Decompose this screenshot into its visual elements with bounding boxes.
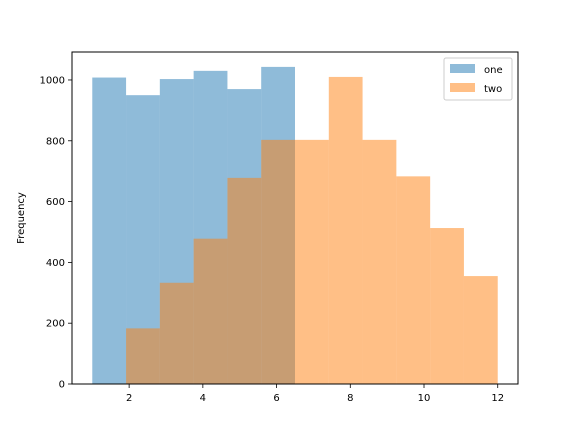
x-tick-label-6: 6 (273, 393, 279, 404)
y-tick-label-400: 400 (46, 258, 65, 269)
bar-two-8 (396, 176, 431, 384)
bar-two-7 (362, 139, 397, 384)
bar-two-3 (227, 177, 262, 384)
bar-two-0 (126, 328, 160, 384)
legend-label-two: two (484, 84, 502, 95)
y-axis-label: Frequency (16, 192, 27, 244)
bar-two-6 (328, 76, 363, 384)
y-tick-label-200: 200 (46, 319, 65, 330)
y-tick-label-0: 0 (59, 380, 65, 391)
y-tick-label-1000: 1000 (40, 75, 65, 86)
y-tick-label-600: 600 (46, 197, 65, 208)
bar-two-10 (463, 276, 498, 384)
x-axis-ticks: 2 4 6 8 10 12 (126, 384, 504, 404)
bar-two-4 (261, 139, 295, 384)
plot-frame (71, 51, 519, 385)
x-tick-label-4: 4 (200, 393, 206, 404)
bar-one-0 (92, 77, 127, 385)
y-axis-ticks: 0 200 400 600 800 1000 (40, 75, 72, 391)
legend-swatch-two (450, 83, 475, 92)
x-tick-label-12: 12 (491, 393, 504, 404)
bars-layer (92, 66, 498, 385)
x-tick-label-8: 8 (347, 393, 353, 404)
x-tick-label-2: 2 (126, 393, 132, 404)
x-tick-label-10: 10 (418, 393, 431, 404)
y-tick-label-800: 800 (46, 136, 65, 147)
legend: one two (443, 57, 513, 101)
legend-label-one: one (484, 65, 503, 76)
bar-two-5 (295, 139, 329, 384)
bar-two-2 (193, 238, 228, 384)
legend-swatch-one (450, 64, 475, 73)
bar-two-9 (430, 228, 464, 384)
bar-two-1 (159, 282, 194, 384)
